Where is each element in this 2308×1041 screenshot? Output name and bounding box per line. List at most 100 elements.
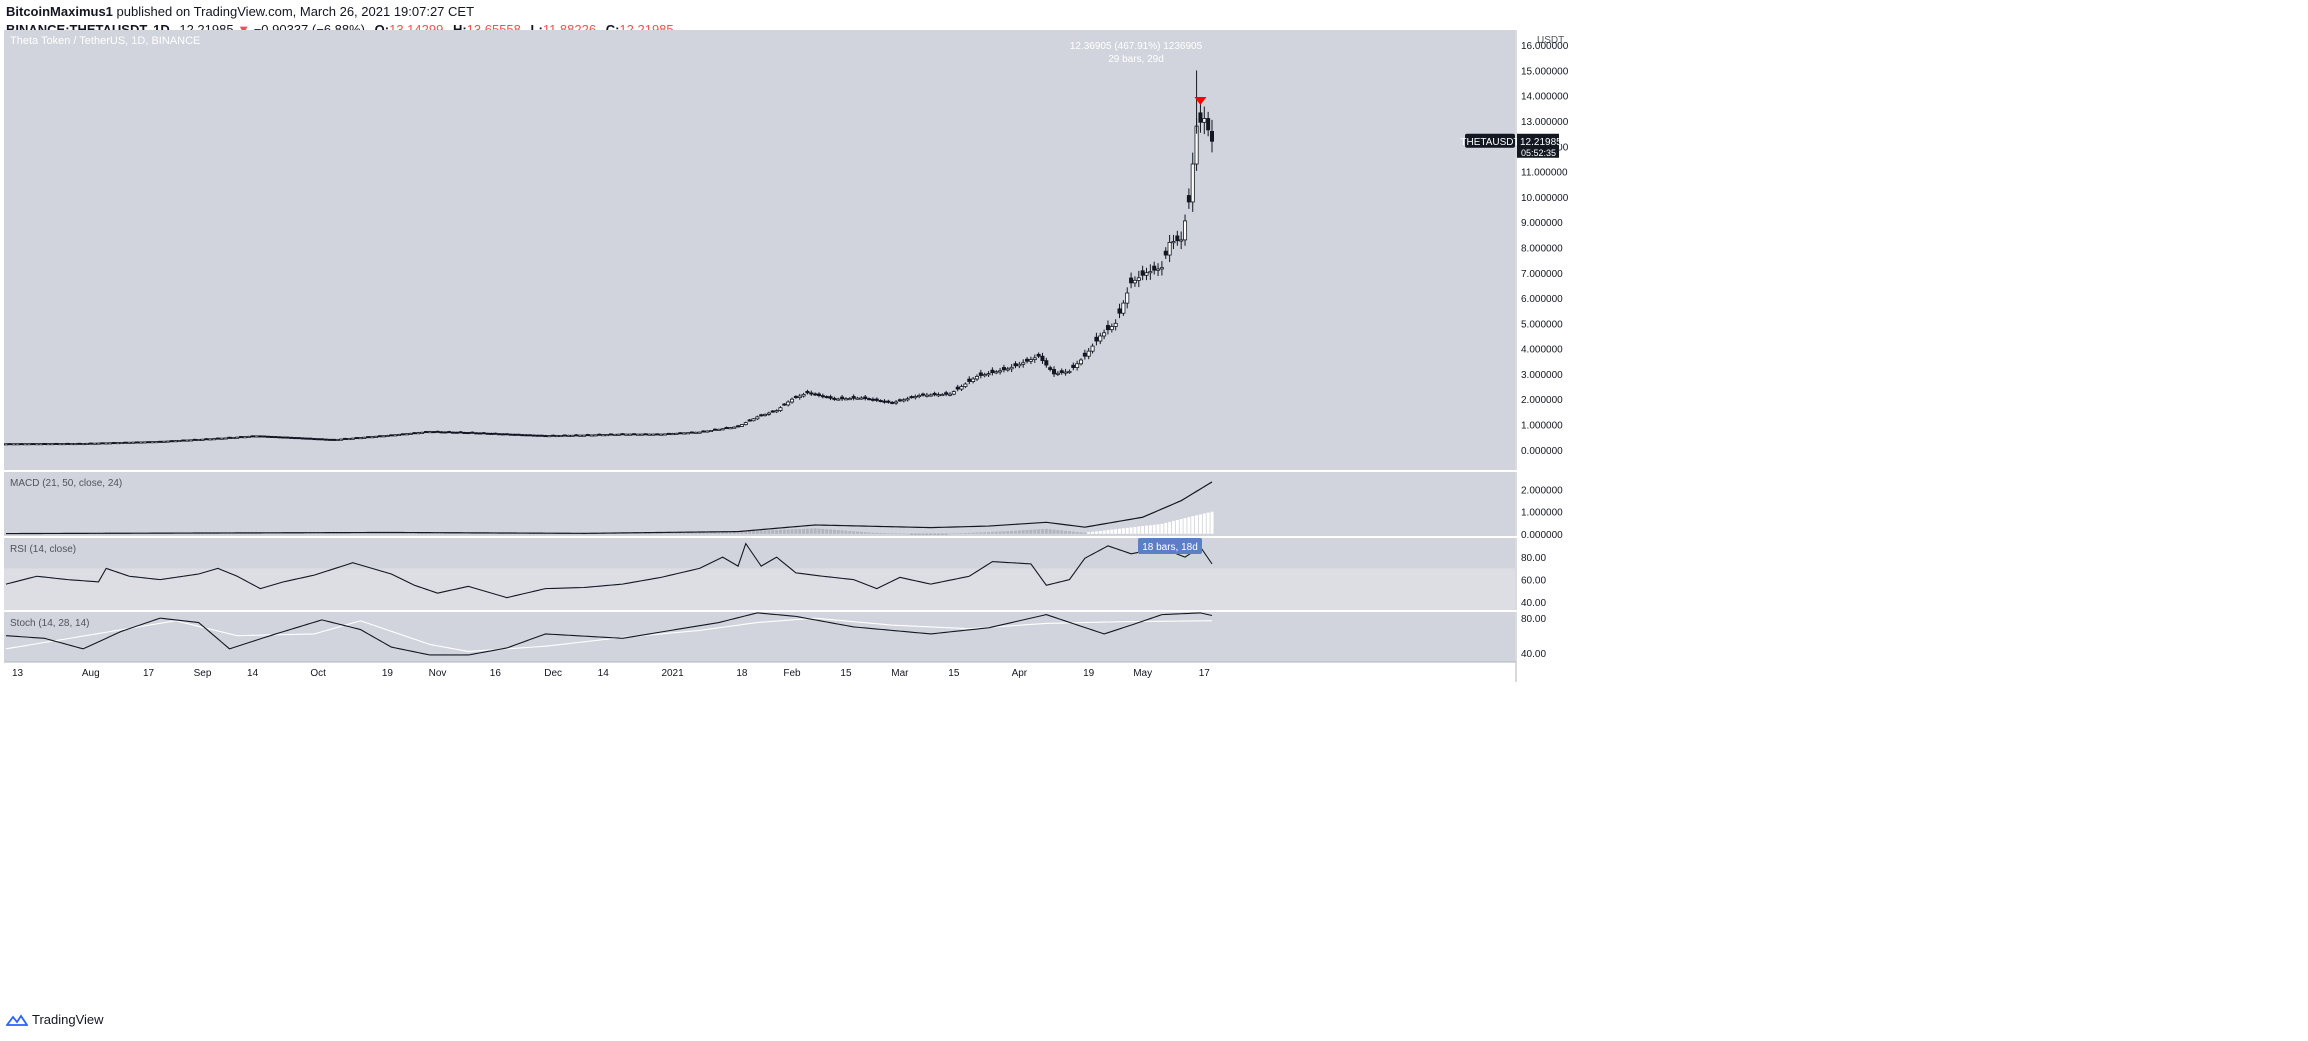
main-pane [4,30,1515,470]
candle-body [454,431,459,434]
macd-bar [1160,523,1164,534]
candle-body [528,434,533,437]
macd-bar [436,533,440,535]
macd-bar [1087,532,1091,534]
candle-body [809,392,814,395]
macd-bar [185,533,189,535]
author-name[interactable]: BitcoinMaximus1 [6,4,113,19]
candle-body [524,434,529,437]
rsi-tick-label: 40.00 [1521,598,1546,609]
macd-bar [628,533,632,534]
candle-body [778,407,783,411]
candle-body [1078,359,1083,365]
candle-body [643,433,648,436]
macd-bar [759,530,763,534]
candle-body [462,431,467,434]
macd-bar [1002,531,1006,534]
macd-bar [524,533,528,535]
candle-body [319,438,324,441]
macd-bar [131,533,135,535]
macd-bar [1179,519,1183,534]
candle-body [543,435,548,438]
macd-bar [108,533,112,535]
macd-bar [320,533,324,535]
macd-label: MACD (21, 50, close, 24) [10,478,122,489]
candle-body [431,431,436,434]
candle-body [947,393,952,396]
macd-bar [586,533,590,535]
macd-bar [1083,532,1087,534]
time-tick-label: Nov [429,668,447,679]
macd-bar [428,533,432,535]
stoch-tick-label: 80.00 [1521,614,1546,625]
price-tick-label: 7.000000 [1521,269,1563,280]
candle-body [755,416,760,420]
candle-body [192,438,197,441]
macd-bar [224,533,228,535]
candle-body [185,439,190,442]
macd-bar [848,530,852,534]
price-tick-label: 16.000000 [1521,41,1569,52]
tradingview-footer[interactable]: TradingView [6,1012,104,1027]
macd-bar [1025,529,1029,534]
candle-body [239,436,244,439]
macd-bar [62,533,66,535]
candle-body [828,396,833,399]
macd-bar [347,533,351,535]
macd-bar [1091,531,1095,534]
macd-bar [990,531,994,534]
macd-bar [116,533,120,535]
candle-body [420,431,425,434]
candle-body [913,396,918,399]
publish-header: BitcoinMaximus1 published on TradingView… [6,4,474,19]
candle-body [971,378,976,382]
macd-bar [220,533,224,535]
price-tick-label: 15.000000 [1521,66,1569,77]
candle-body [1156,268,1161,271]
macd-tick-label: 0.000000 [1521,530,1563,541]
candle-body [1121,302,1126,314]
macd-bar [1075,531,1079,534]
macd-bar [551,533,555,535]
candle-body [169,440,174,443]
macd-bar [1037,529,1041,534]
candle-body [1059,370,1064,374]
macd-bar [613,533,617,534]
macd-bar [201,533,205,535]
candle-body [666,432,671,435]
macd-bar [559,533,563,535]
macd-bar [1114,529,1118,534]
macd-bar [154,533,158,535]
candle-body [54,442,59,445]
macd-bar [1171,520,1175,534]
macd-bar [894,533,898,534]
candle-body [766,412,771,415]
price-tick-label: 10.000000 [1521,193,1569,204]
macd-bar [1071,531,1075,534]
macd-bar [902,533,906,535]
candle-body [154,441,159,444]
candle-body [520,434,525,437]
macd-bar [952,533,956,535]
macd-bar [420,533,424,535]
macd-bar [624,533,628,534]
candle-body [266,435,271,438]
macd-bar [501,533,505,535]
candle-body [504,433,509,436]
macd-bar [362,533,366,534]
macd-bar [705,532,709,534]
candle-body [535,434,540,437]
candle-body [1159,267,1164,270]
macd-bar [1079,532,1083,534]
candle-body [659,433,664,436]
macd-bar [66,533,70,535]
macd-bar [998,531,1002,534]
macd-bar [963,532,967,534]
candle-body [1071,364,1076,368]
macd-bar [536,533,540,535]
candles-group [4,102,1215,446]
candle-body [7,443,12,446]
candle-body [1202,118,1207,123]
macd-bar [840,530,844,534]
